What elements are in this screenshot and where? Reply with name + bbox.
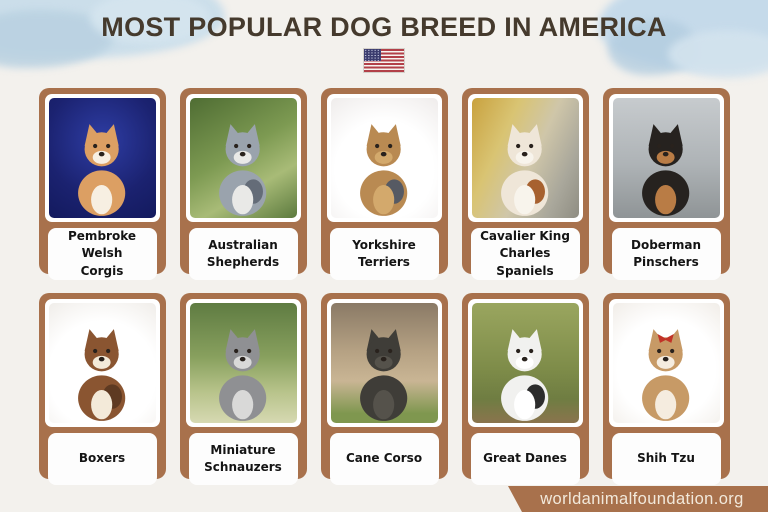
breed-label: Doberman Pinschers <box>611 228 721 280</box>
dog-illustration-icon <box>501 329 549 422</box>
breed-card: Australian Shepherds <box>179 88 307 280</box>
dog-illustration-icon <box>642 124 690 217</box>
page-title: MOST POPULAR DOG BREED IN AMERICA <box>101 12 667 42</box>
breed-card: Pembroke Welsh Corgis <box>38 88 166 280</box>
breed-photo <box>189 303 297 423</box>
breed-label: Cavalier King Charles Spaniels <box>470 228 580 280</box>
breed-photo <box>189 98 297 218</box>
breed-card: Doberman Pinschers <box>602 88 730 280</box>
flag-canton <box>364 48 381 62</box>
breed-photo-frame <box>467 299 583 427</box>
website-url: worldanimalfoundation.org <box>540 489 744 508</box>
breed-photo <box>330 98 438 218</box>
breed-card: Miniature Schnauzers <box>179 293 307 485</box>
dog-illustration-icon <box>360 124 408 217</box>
breed-label: Miniature Schnauzers <box>188 433 298 485</box>
breed-label: Australian Shepherds <box>188 228 298 280</box>
breed-photo <box>471 303 579 423</box>
breed-card: Shih Tzu <box>602 293 730 485</box>
breed-photo <box>330 303 438 423</box>
dog-illustration-icon <box>360 329 408 422</box>
footer-banner: worldanimalfoundation.org <box>508 486 768 512</box>
breed-photo <box>48 98 156 218</box>
breed-photo-frame <box>44 299 160 427</box>
breed-label: Pembroke Welsh Corgis <box>47 228 157 280</box>
dog-illustration-icon <box>501 124 549 217</box>
breed-label: Cane Corso <box>329 433 439 485</box>
dog-illustration-icon <box>78 124 126 217</box>
breed-label: Boxers <box>47 433 157 485</box>
breed-card: Boxers <box>38 293 166 485</box>
dog-illustration-icon <box>219 329 267 422</box>
dog-illustration-icon <box>642 329 690 422</box>
breed-photo-frame <box>326 299 442 427</box>
breed-card: Great Danes <box>461 293 589 485</box>
breed-label: Shih Tzu <box>611 433 721 485</box>
breed-grid: Pembroke Welsh Corgis Aust <box>0 88 768 485</box>
breed-card: Yorkshire Terriers <box>320 88 448 280</box>
breed-photo-frame <box>608 299 724 427</box>
breed-photo <box>612 98 720 218</box>
breed-photo <box>471 98 579 218</box>
us-flag-icon <box>364 48 404 72</box>
dog-illustration-icon <box>219 124 267 217</box>
breed-card: Cane Corso <box>320 293 448 485</box>
dog-illustration-icon <box>78 329 126 422</box>
breed-photo-frame <box>608 94 724 222</box>
breed-photo-frame <box>185 94 301 222</box>
breed-photo-frame <box>44 94 160 222</box>
breed-card: Cavalier King Charles Spaniels <box>461 88 589 280</box>
breed-label: Yorkshire Terriers <box>329 228 439 280</box>
header: MOST POPULAR DOG BREED IN AMERICA <box>0 12 768 72</box>
breed-photo <box>612 303 720 423</box>
breed-photo-frame <box>467 94 583 222</box>
breed-photo-frame <box>185 299 301 427</box>
breed-photo <box>48 303 156 423</box>
breed-label: Great Danes <box>470 433 580 485</box>
breed-photo-frame <box>326 94 442 222</box>
